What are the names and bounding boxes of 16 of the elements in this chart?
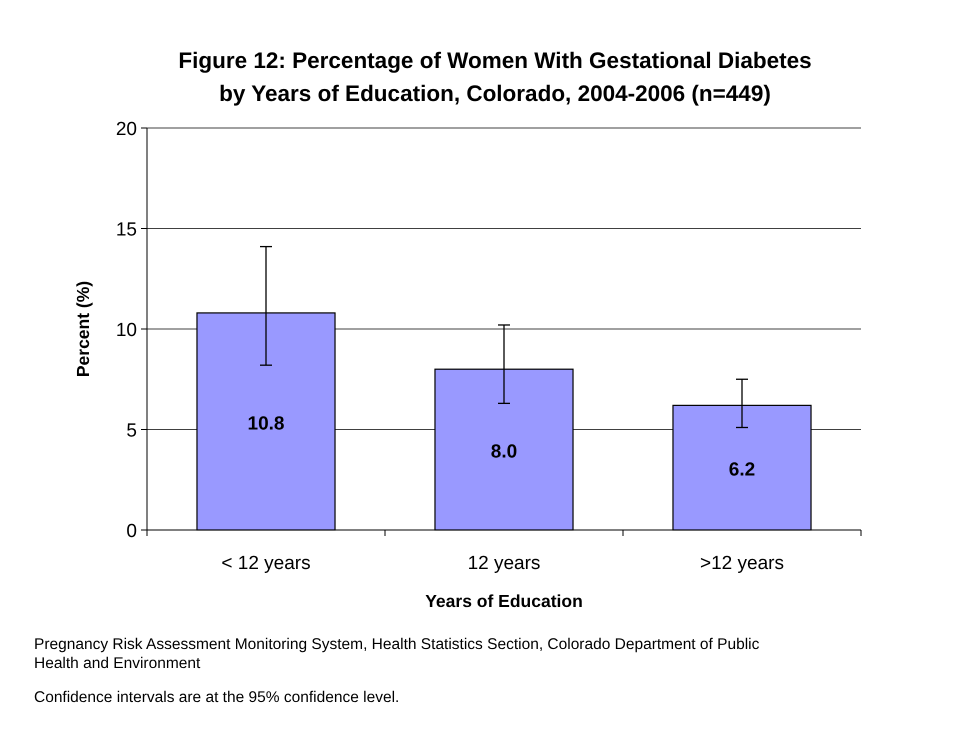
y-tick-label: 15	[116, 220, 137, 240]
x-tick-label: 12 years	[468, 553, 540, 574]
x-tick-label: < 12 years	[221, 553, 311, 574]
y-tick-label: 5	[126, 420, 137, 442]
chart-title: Figure 12: Percentage of Women With Gestational Diabetes by Years of Education, Colorado, 2004-2006 (n=449)	[178, 48, 812, 106]
x-tick-label: >12 years	[700, 553, 784, 574]
text: Confidence intervals are at the 95% confidence level.	[34, 689, 400, 706]
x-axis-title: Years of Education	[425, 591, 583, 611]
data-label: 8.0	[490, 442, 518, 463]
y-tick-label: 20	[116, 119, 137, 140]
data-label: 6.2	[728, 460, 756, 481]
y-axis-title: Percent (%)	[73, 280, 93, 378]
data-label: 10.8	[248, 413, 284, 434]
text: Pregnancy Risk Assessment Monitoring System, Health Statistics Section, Colorado Department of Public Health and Environment	[34, 636, 760, 672]
y-tick-label: 10	[116, 320, 137, 341]
y-tick-label: 0	[126, 521, 137, 542]
